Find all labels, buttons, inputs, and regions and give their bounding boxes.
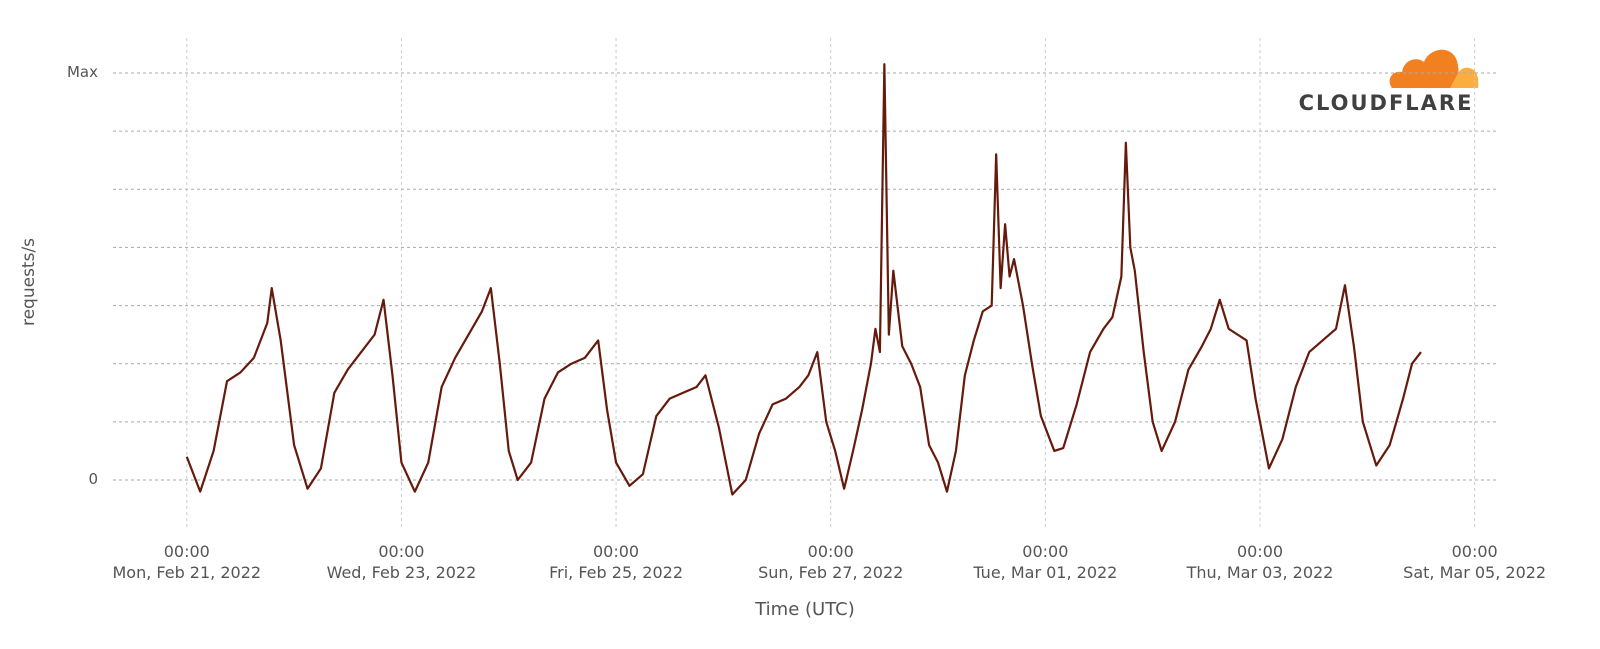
- x-tick-label: 00:00: [378, 542, 424, 561]
- x-tick-label: 00:00: [1022, 542, 1068, 561]
- x-tick-label: Mon, Feb 21, 2022: [112, 563, 261, 582]
- logo-cloud: [1389, 49, 1459, 88]
- x-tick-label: 00:00: [1237, 542, 1283, 561]
- x-tick-label: Sun, Feb 27, 2022: [758, 563, 903, 582]
- series-line: [185, 63, 1422, 496]
- x-tick-label: Thu, Mar 03, 2022: [1186, 563, 1334, 582]
- y-tick-label: Max: [67, 63, 98, 81]
- x-tick-label: Sat, Mar 05, 2022: [1403, 563, 1546, 582]
- x-tick-label: 00:00: [1452, 542, 1498, 561]
- y-axis-title: requests/s: [19, 238, 39, 326]
- y-tick-label: 0: [88, 470, 98, 488]
- x-axis-title: Time (UTC): [754, 599, 855, 620]
- x-tick-label: Tue, Mar 01, 2022: [972, 563, 1117, 582]
- x-tick-label: 00:00: [593, 542, 639, 561]
- x-tick-label: 00:00: [808, 542, 854, 561]
- x-tick-label: 00:00: [164, 542, 210, 561]
- x-tick-label: Wed, Feb 23, 2022: [327, 563, 477, 582]
- logo: CLOUDFLARE: [1299, 49, 1479, 115]
- logo-text: CLOUDFLARE: [1299, 91, 1474, 115]
- x-tick-label: Fri, Feb 25, 2022: [549, 563, 683, 582]
